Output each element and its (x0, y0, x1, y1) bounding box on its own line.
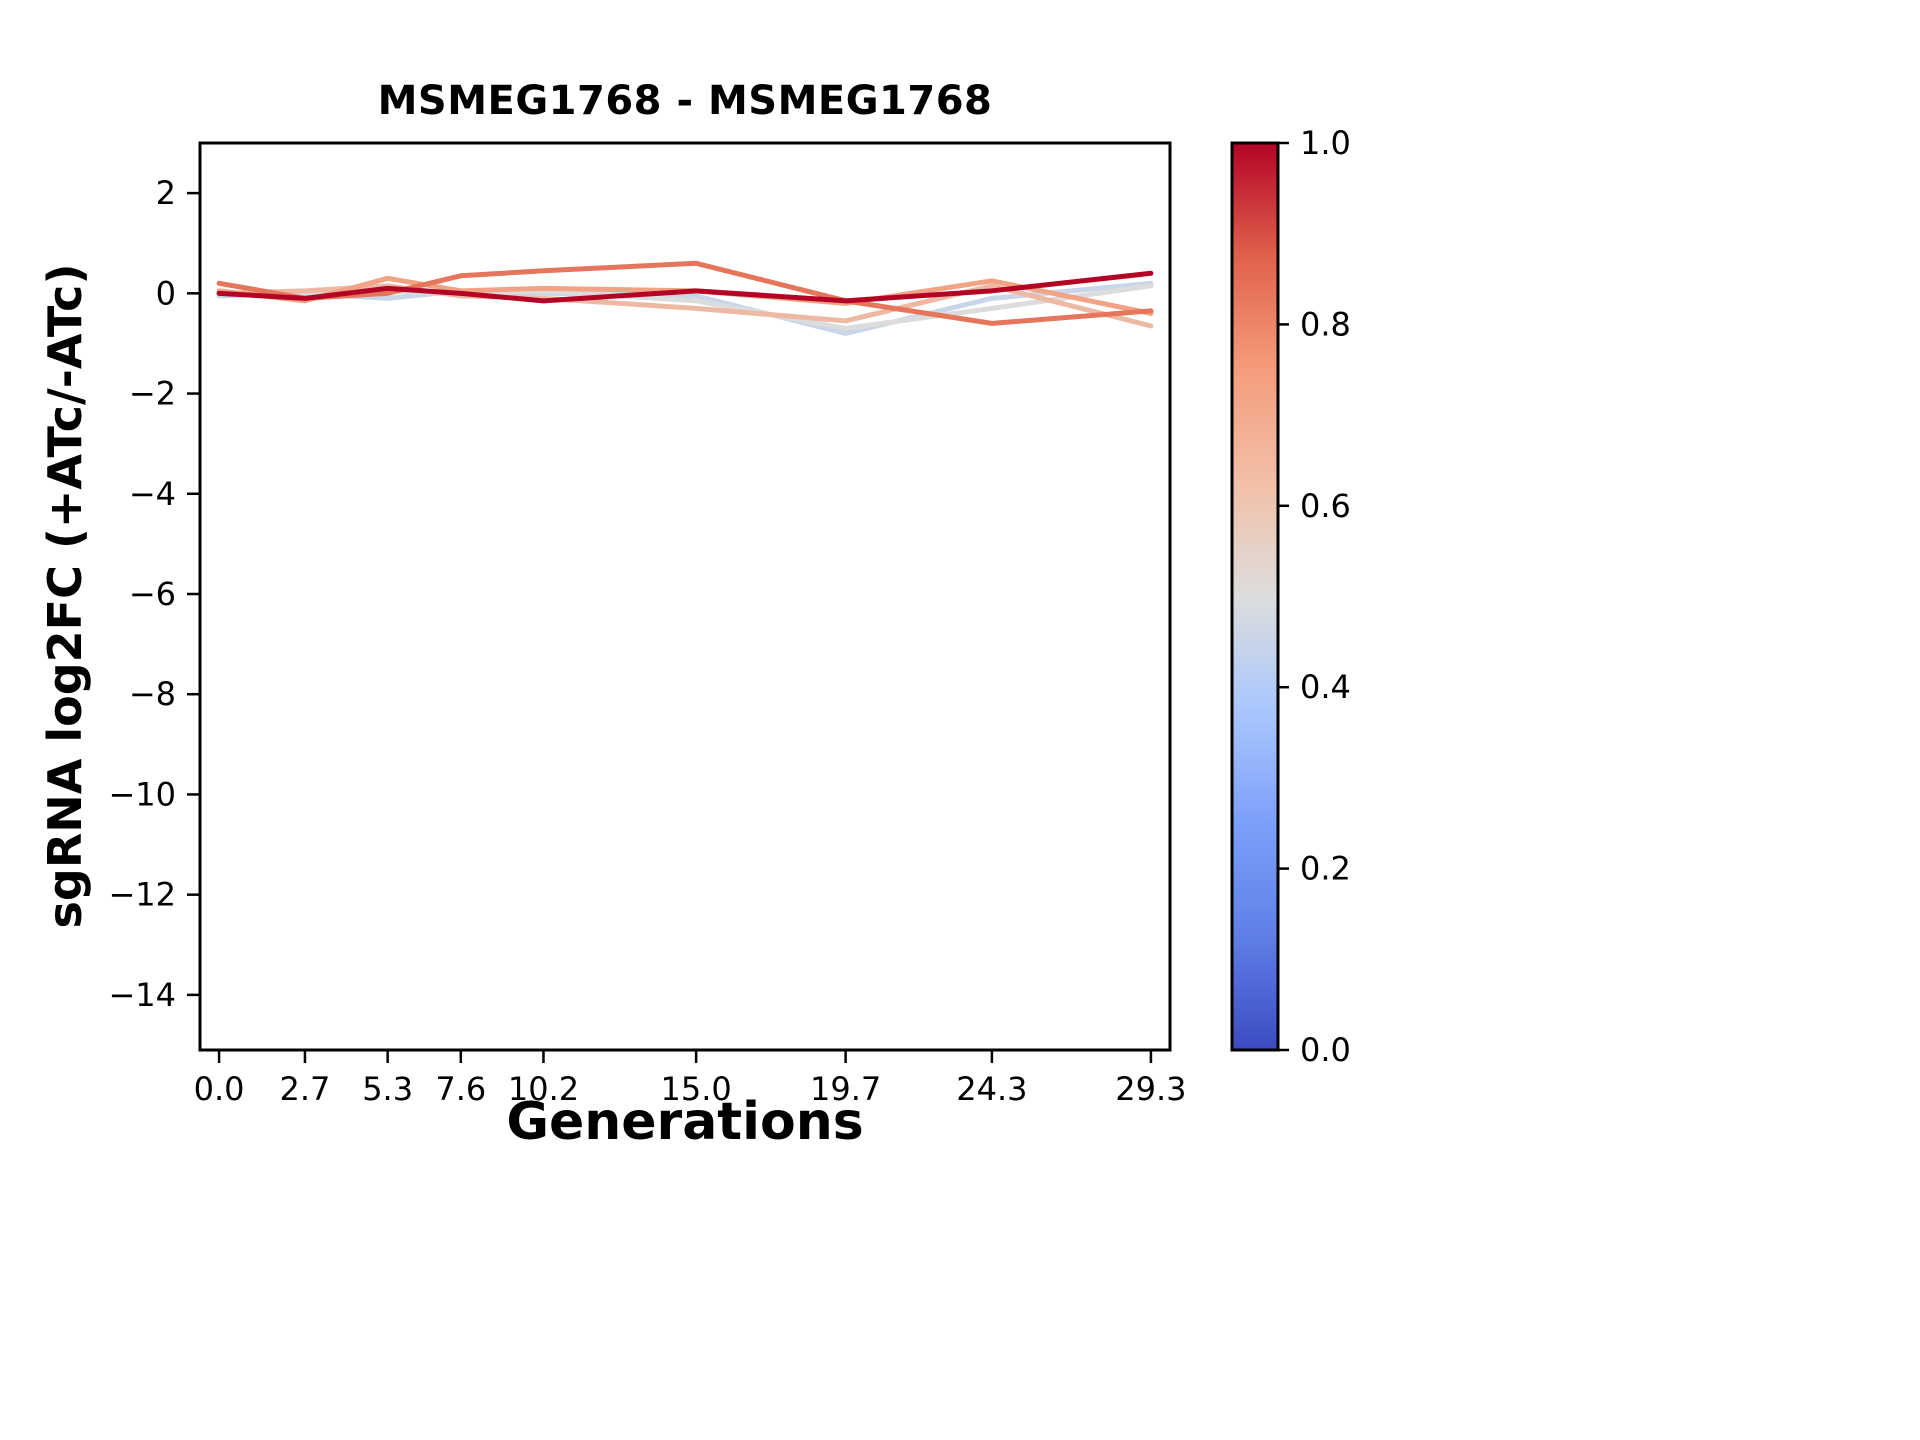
colorbar-tick-label: 0.0 (1300, 1031, 1351, 1069)
x-tick-label: 29.3 (1115, 1070, 1186, 1108)
colorbar-tick-label: 0.6 (1300, 487, 1351, 525)
y-tick-label: −4 (129, 475, 176, 513)
chart-title: MSMEG1768 - MSMEG1768 (377, 78, 993, 124)
colorbar (1230, 141, 1280, 1052)
x-tick-label: 24.3 (956, 1070, 1027, 1108)
colorbar-tick-label: 0.8 (1300, 305, 1351, 343)
y-tick-label: 0 (156, 274, 176, 312)
x-tick-label: 2.7 (280, 1070, 331, 1108)
colorbar-tick-label: 0.2 (1300, 850, 1351, 888)
y-tick-label: −6 (129, 575, 176, 613)
y-tick-label: −14 (108, 976, 176, 1014)
colorbar-tick-label: 1.0 (1300, 124, 1351, 162)
x-tick-label: 7.6 (435, 1070, 486, 1108)
x-axis-label: Generations (506, 1092, 864, 1152)
axes-spine (198, 141, 1172, 1052)
x-tick-label: 19.7 (810, 1070, 881, 1108)
x-tick-label: 15.0 (661, 1070, 732, 1108)
colorbar-tick-label: 0.4 (1300, 668, 1351, 706)
x-tick-label: 0.0 (194, 1070, 245, 1108)
y-tick-label: −12 (108, 876, 176, 914)
y-tick-label: −2 (129, 375, 176, 413)
y-tick-label: 2 (156, 174, 176, 212)
series-line-sgRNA-1 (216, 270, 1154, 304)
x-tick-label: 10.2 (508, 1070, 579, 1108)
y-tick-label: −8 (129, 675, 176, 713)
y-tick-label: −10 (108, 775, 176, 813)
x-tick-label: 5.3 (362, 1070, 413, 1108)
